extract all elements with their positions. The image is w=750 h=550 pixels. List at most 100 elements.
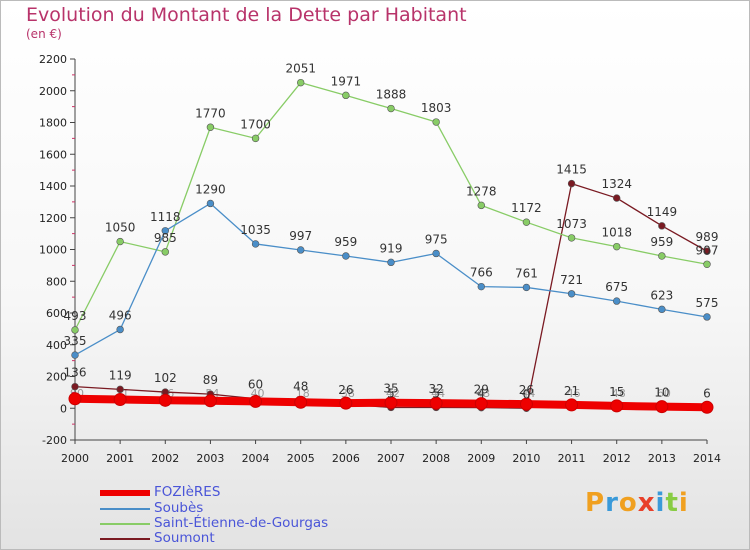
data-label: 29 (474, 383, 489, 397)
proxiti-logo: Proxiti (585, 488, 689, 518)
data-label: 136 (64, 366, 87, 380)
data-label: 1770 (195, 106, 226, 120)
legend-label-saint-etienne: Saint-Étienne-de-Gourgas (154, 515, 329, 531)
data-point (387, 104, 395, 113)
legend-item-soumont: Soumont (100, 530, 400, 546)
legend-item-fozieres: FOZIèRES (100, 484, 400, 500)
data-point (432, 118, 440, 126)
overlap-data-label: 38 (341, 387, 355, 400)
data-label: 335 (64, 334, 87, 348)
data-label: 1018 (601, 226, 632, 240)
data-point (432, 249, 440, 258)
y-tick-label: 400 (46, 339, 67, 352)
overlap-data-label: 44 (431, 387, 445, 400)
data-point (567, 234, 576, 242)
x-tick-label: 2008 (422, 452, 450, 465)
data-label: 1172 (511, 201, 542, 215)
logo-letter: P (585, 488, 606, 518)
data-label: 1278 (466, 184, 497, 198)
data-label: 919 (380, 241, 403, 255)
x-tick-label: 2009 (467, 452, 495, 465)
data-label: 1888 (376, 88, 407, 102)
data-point (522, 283, 531, 292)
data-label: 4 (477, 387, 485, 401)
chart-unit: (en €) (26, 27, 62, 41)
data-point (658, 305, 666, 314)
x-tick-label: 2002 (151, 452, 179, 465)
overlap-data-label: 46 (567, 387, 581, 400)
data-label: 1803 (421, 101, 452, 115)
x-tick-label: 2012 (603, 452, 631, 465)
data-point (477, 201, 485, 210)
logo-letter: o (618, 488, 638, 518)
data-point (655, 400, 669, 414)
data-label: 1415 (556, 163, 587, 177)
x-tick-label: 2014 (693, 452, 721, 465)
data-label: 997 (289, 229, 312, 243)
data-label: 1118 (150, 210, 181, 224)
legend-swatch-fozieres (100, 490, 150, 496)
data-point (158, 393, 172, 407)
data-label: 2051 (285, 62, 316, 76)
legend-label-fozieres: FOZIèRES (154, 484, 221, 500)
legend-item-soubes: Soubès (100, 500, 400, 516)
data-point (251, 134, 260, 143)
data-label: 1050 (105, 221, 136, 235)
x-tick-label: 2006 (332, 452, 360, 465)
data-point (613, 297, 621, 305)
data-point (161, 248, 169, 256)
data-label: 721 (560, 273, 583, 287)
data-label: 766 (470, 266, 493, 280)
y-tick-label: 0 (60, 402, 67, 415)
data-label: 1149 (647, 205, 678, 219)
data-point (203, 394, 217, 408)
data-point (116, 325, 124, 334)
logo-letter: i (678, 488, 689, 518)
data-label: 959 (334, 235, 357, 249)
data-point (387, 258, 395, 267)
data-point (342, 91, 350, 100)
data-point (249, 394, 263, 408)
data-point (206, 123, 215, 131)
x-tick-label: 2007 (377, 452, 405, 465)
data-label: 26 (338, 383, 353, 397)
data-point (384, 396, 398, 410)
data-label: 89 (203, 373, 218, 387)
data-label: 60 (248, 378, 263, 392)
data-point (613, 242, 621, 251)
data-point (477, 282, 485, 291)
data-point (567, 290, 576, 298)
y-tick-label: 1000 (39, 244, 67, 257)
data-point (294, 395, 308, 409)
data-point (703, 313, 711, 321)
data-point (429, 396, 443, 410)
x-tick-label: 2000 (61, 452, 89, 465)
data-point (297, 78, 305, 87)
data-label: 675 (605, 280, 628, 294)
data-label: 5 (432, 386, 440, 400)
data-point (71, 326, 79, 334)
data-point (703, 247, 711, 255)
data-label: 1035 (240, 223, 271, 237)
x-tick-label: 2010 (512, 452, 540, 465)
legend-swatch-saint-etienne (100, 523, 150, 525)
data-point (610, 399, 624, 413)
data-label: 15 (609, 385, 624, 399)
logo-letter: r (605, 488, 619, 518)
data-point (71, 351, 79, 359)
data-label: 907 (696, 243, 719, 257)
data-point (613, 194, 621, 202)
legend-swatch-soubes (100, 508, 150, 510)
data-label: 575 (696, 296, 719, 310)
data-point (522, 218, 531, 226)
data-point (71, 382, 79, 391)
data-point (68, 392, 82, 406)
data-point (161, 227, 169, 235)
legend-swatch-soumont (100, 538, 150, 540)
data-label: 493 (64, 309, 87, 323)
data-point (113, 393, 127, 407)
data-label: 1073 (556, 217, 587, 231)
data-point (206, 199, 215, 208)
data-label: 989 (696, 230, 719, 244)
